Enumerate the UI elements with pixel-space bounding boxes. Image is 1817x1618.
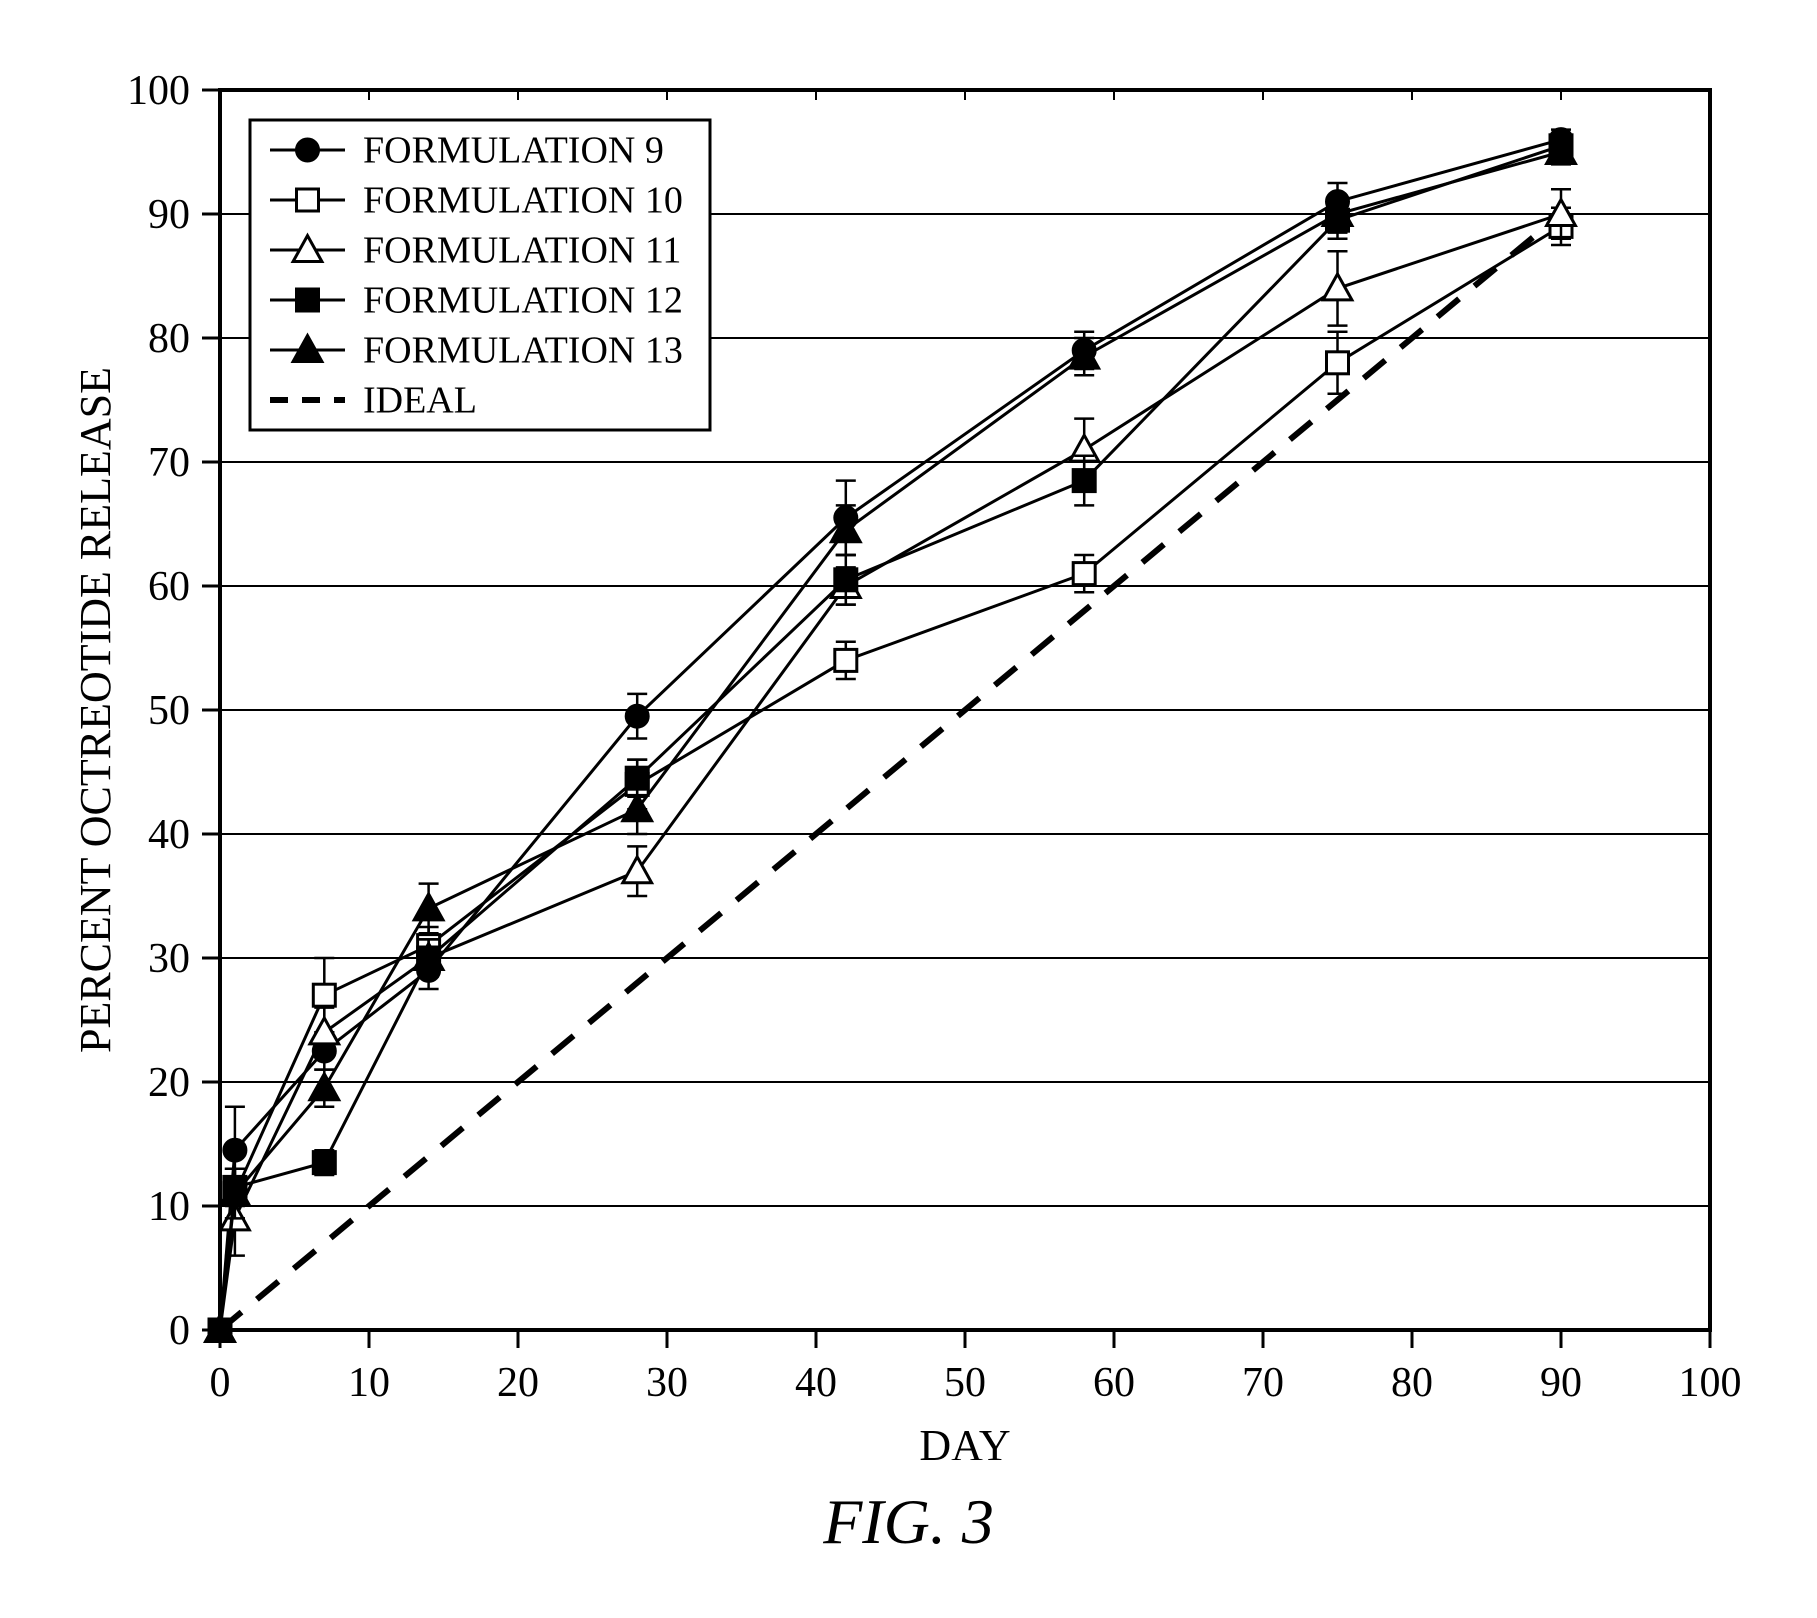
svg-text:10: 10 xyxy=(148,1184,190,1230)
svg-text:60: 60 xyxy=(148,564,190,610)
svg-text:100: 100 xyxy=(1679,1360,1742,1406)
svg-text:30: 30 xyxy=(646,1360,688,1406)
svg-text:0: 0 xyxy=(169,1308,190,1354)
svg-text:10: 10 xyxy=(348,1360,390,1406)
figure-caption: FIG. 3 xyxy=(40,1485,1777,1559)
legend: FORMULATION 9 FORMULATION 10 FORMULATION 1… xyxy=(250,120,710,430)
svg-text:70: 70 xyxy=(148,440,190,486)
svg-text:40: 40 xyxy=(148,812,190,858)
svg-text:FORMULATION 10: FORMULATION 10 xyxy=(363,180,683,222)
svg-text:50: 50 xyxy=(944,1360,986,1406)
svg-text:40: 40 xyxy=(795,1360,837,1406)
svg-text:90: 90 xyxy=(148,192,190,238)
svg-text:PERCENT OCTREOTIDE RELEASE: PERCENT OCTREOTIDE RELEASE xyxy=(71,367,120,1053)
svg-text:FORMULATION 9: FORMULATION 9 xyxy=(363,130,664,172)
release-chart: 0 10 20 30 40 50 60 70 80 90 100 0 10 20 30 40 50 60 70 80 9… xyxy=(40,40,1777,1460)
svg-text:100: 100 xyxy=(127,68,190,114)
chart-container: 0 10 20 30 40 50 60 70 80 90 100 0 10 20 30 40 50 60 70 80 9… xyxy=(40,40,1777,1559)
svg-text:30: 30 xyxy=(148,936,190,982)
svg-text:0: 0 xyxy=(210,1360,231,1406)
svg-text:20: 20 xyxy=(148,1060,190,1106)
svg-text:80: 80 xyxy=(1391,1360,1433,1406)
svg-text:FORMULATION 12: FORMULATION 12 xyxy=(363,280,683,322)
svg-text:60: 60 xyxy=(1093,1360,1135,1406)
svg-text:90: 90 xyxy=(1540,1360,1582,1406)
svg-text:FORMULATION 11: FORMULATION 11 xyxy=(363,230,681,272)
svg-text:50: 50 xyxy=(148,688,190,734)
svg-text:DAY: DAY xyxy=(919,1421,1010,1460)
svg-text:FORMULATION 13: FORMULATION 13 xyxy=(363,330,683,372)
svg-text:20: 20 xyxy=(497,1360,539,1406)
svg-text:IDEAL: IDEAL xyxy=(363,380,477,422)
svg-text:80: 80 xyxy=(148,316,190,362)
svg-text:70: 70 xyxy=(1242,1360,1284,1406)
